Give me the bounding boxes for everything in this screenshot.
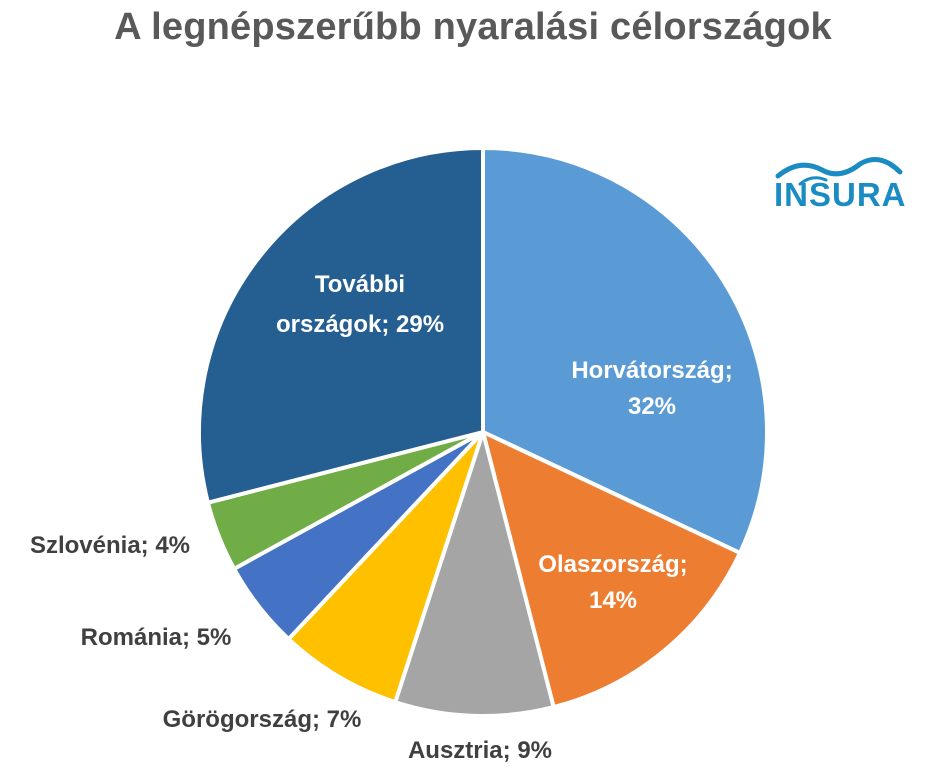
slice-label-görögország: Görögország; 7% [163, 706, 362, 733]
slice-label-olaszország: Olaszország; 14% [538, 551, 687, 614]
slice-label-további-országok: További országok; 29% [276, 271, 444, 338]
chart-title: A legnépszerűbb nyaralási célországok [114, 6, 832, 48]
slice-label-ausztria: Ausztria; 9% [408, 737, 552, 764]
pie-slice-ausztria [393, 430, 556, 718]
pie-slice-görögország [286, 430, 485, 705]
insura-logo: INSURA [760, 148, 910, 228]
wave-icon [775, 157, 903, 186]
pie-slice-horvátország [481, 146, 769, 555]
pie-slice-olaszország [481, 430, 742, 710]
logo-text: INSURA [774, 176, 907, 213]
pie-slice-további-országok [197, 146, 485, 505]
slice-label-szlovénia: Szlovénia; 4% [30, 532, 190, 559]
slice-label-horvátország: Horvátország; 32% [571, 357, 732, 420]
slice-label-románia: Románia; 5% [81, 624, 232, 651]
